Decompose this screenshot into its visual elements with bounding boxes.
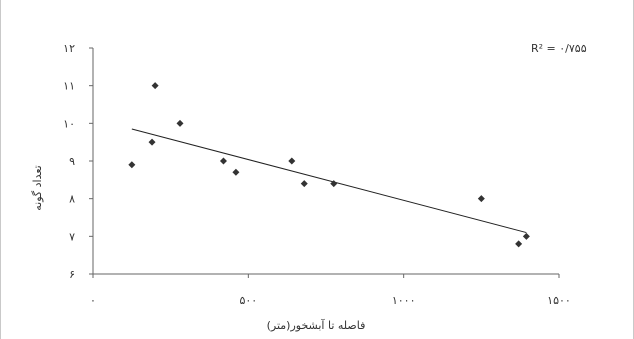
y-ticks-layer: ۶ ۷ ۸ ۹ ۱۰ ۱۱ ۱۲ — [63, 42, 93, 281]
points-layer — [128, 82, 530, 248]
r-squared-annotation: R² = ۰/۷۵۵ — [531, 42, 587, 55]
data-point — [330, 180, 338, 188]
data-point — [477, 195, 485, 203]
y-tick-label: ۱۰ — [63, 117, 75, 130]
axes-layer — [92, 48, 559, 275]
y-tick-label: ۱۲ — [63, 42, 75, 55]
data-point — [151, 82, 159, 90]
y-tick-label: ۷ — [69, 230, 75, 243]
x-tick-label: ۵۰۰ — [239, 294, 257, 307]
x-ticks-layer: ۰ ۵۰۰ ۱۰۰۰ ۱۵۰۰ — [90, 274, 571, 307]
data-point — [300, 180, 308, 188]
y-tick-label: ۸ — [69, 193, 75, 206]
y-tick-label: ۱۱ — [63, 80, 75, 93]
y-axis-title: تعداد گونه — [31, 165, 44, 210]
x-tick-label: ۱۰۰۰ — [392, 294, 416, 307]
data-point — [232, 168, 240, 176]
data-point — [219, 157, 227, 165]
x-tick-label: ۱۵۰۰ — [547, 294, 571, 307]
y-tick-label: ۹ — [69, 155, 75, 168]
data-point — [148, 138, 156, 146]
data-point — [522, 232, 530, 240]
data-point — [515, 240, 523, 248]
x-axis-title: فاصله تا آبشخور(متر) — [267, 318, 366, 332]
data-point — [288, 157, 296, 165]
x-tick-label: ۰ — [90, 294, 96, 307]
trendline — [131, 128, 527, 234]
data-point — [128, 161, 136, 169]
y-tick-label: ۶ — [69, 268, 75, 281]
data-point — [176, 119, 184, 127]
trend-layer — [131, 128, 527, 234]
